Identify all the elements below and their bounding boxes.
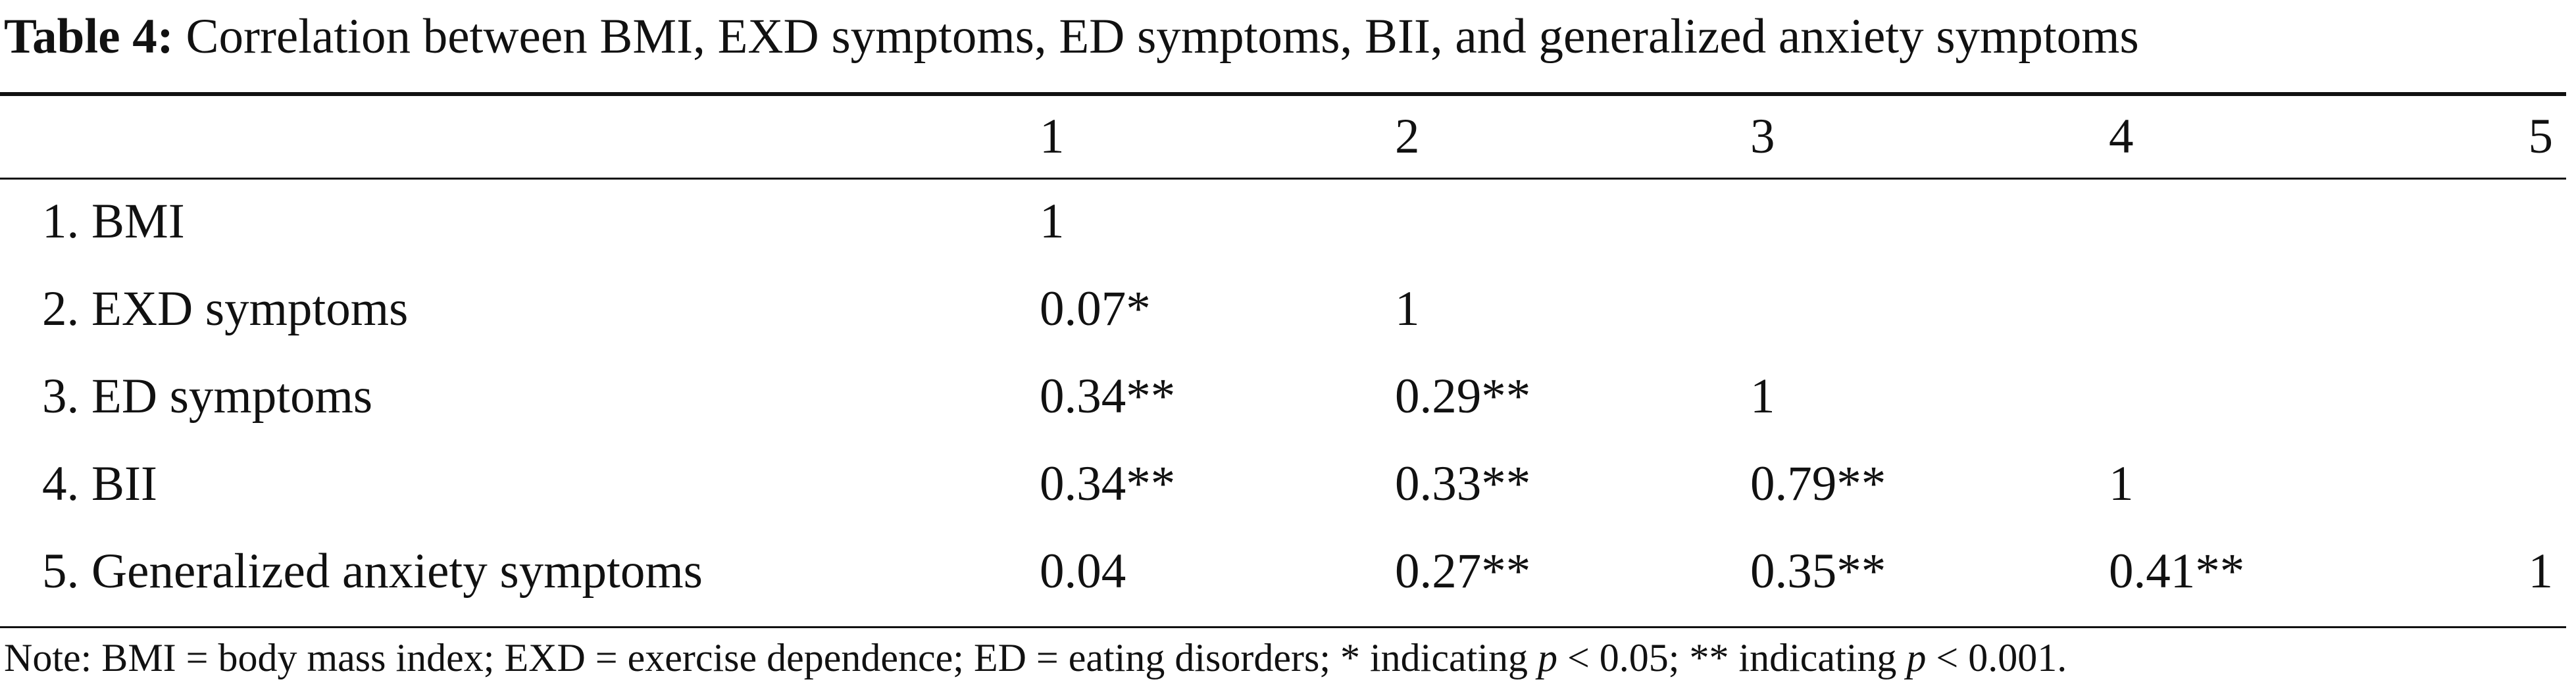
header-rule <box>0 178 2566 180</box>
header-col-4: 4 <box>2109 109 2134 164</box>
correlation-table: 1 2 3 4 5 1. BMI 1 2. EXD symptoms 0.07*… <box>0 96 2566 615</box>
table-title: Correlation between BMI, EXD symptoms, E… <box>186 9 2139 64</box>
row-label: 3. ED symptoms <box>42 368 373 424</box>
note-text: < 0.001. <box>1926 636 2067 679</box>
table-cell: 0.34** <box>1040 368 1176 424</box>
header-col-3: 3 <box>1750 109 1775 164</box>
header-col-5: 5 <box>2528 109 2554 164</box>
table-cell: 1 <box>1040 193 1065 249</box>
table-row: 4. BII 0.34** 0.33** 0.79** 1 <box>0 440 2566 528</box>
row-label: 2. EXD symptoms <box>42 281 409 336</box>
table-cell: 0.35** <box>1750 543 1886 599</box>
table-cell <box>2487 440 2566 528</box>
table-cell: 1 <box>1750 368 1775 424</box>
table-cell <box>2109 265 2487 353</box>
table-cell <box>1750 265 2109 353</box>
table-cell <box>1750 178 2109 265</box>
table-row: 2. EXD symptoms 0.07* 1 <box>0 265 2566 353</box>
table-cell: 0.41** <box>2109 543 2245 599</box>
header-row: 1 2 3 4 5 <box>0 96 2566 178</box>
bottom-rule <box>0 626 2566 628</box>
table-cell <box>2487 353 2566 440</box>
header-col-1: 1 <box>1040 109 1065 164</box>
note-text: < 0.05; ** indicating <box>1557 636 1907 679</box>
row-label: 5. Generalized anxiety symptoms <box>42 543 703 599</box>
table-cell: 0.27** <box>1395 543 1531 599</box>
table-label: Table 4: <box>4 9 174 64</box>
p-symbol: p <box>1537 636 1557 679</box>
table-cell: 0.34** <box>1040 456 1176 511</box>
row-label: 4. BII <box>42 456 157 511</box>
table-cell: 1 <box>2109 456 2134 511</box>
table-cell <box>2109 178 2487 265</box>
note-text: Note: BMI = body mass index; EXD = exerc… <box>4 636 1538 679</box>
p-symbol: p <box>1906 636 1927 679</box>
table-caption: Table 4: Correlation between BMI, EXD sy… <box>4 4 2139 70</box>
row-label: 1. BMI <box>42 193 185 249</box>
table-row: 3. ED symptoms 0.34** 0.29** 1 <box>0 353 2566 440</box>
table-cell: 0.04 <box>1040 543 1126 599</box>
table-cell <box>2487 178 2566 265</box>
table-cell: 0.29** <box>1395 368 1531 424</box>
table-cell <box>2109 353 2487 440</box>
table-row: 5. Generalized anxiety symptoms 0.04 0.2… <box>0 528 2566 615</box>
table-row: 1. BMI 1 <box>0 178 2566 265</box>
top-rule <box>0 92 2566 96</box>
table-cell: 0.79** <box>1750 456 1886 511</box>
table-cell: 1 <box>1395 281 1420 336</box>
table-cell <box>2487 265 2566 353</box>
table-cell: 1 <box>2528 543 2554 599</box>
header-variable <box>0 96 1040 178</box>
header-col-2: 2 <box>1395 109 1420 164</box>
table-cell: 0.07* <box>1040 281 1151 336</box>
table-cell <box>1395 178 1750 265</box>
table-cell: 0.33** <box>1395 456 1531 511</box>
table-note: Note: BMI = body mass index; EXD = exerc… <box>4 631 2067 684</box>
